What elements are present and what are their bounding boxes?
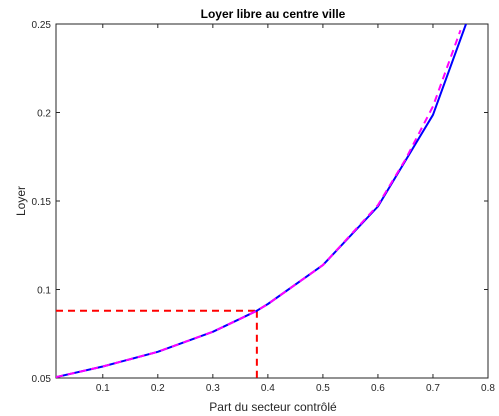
- y-tick-label: 0.15: [32, 197, 52, 208]
- series-line-dashed: [56, 29, 462, 378]
- x-axis-label: Part du secteur contrôlé: [209, 400, 337, 414]
- y-tick-label: 0.1: [37, 286, 51, 297]
- x-tick-label: 0.2: [151, 383, 165, 394]
- x-tick-label: 0.3: [206, 383, 220, 394]
- plot-area: 0.1 0.2 0.3 0.4 0.5 0.6 0.7 0.8 0.05 0.1 0.15 0.2 0.…: [32, 20, 496, 394]
- x-tick-label: 0.1: [96, 383, 110, 394]
- y-tick-label: 0.2: [37, 109, 51, 120]
- y-tick-label: 0.05: [32, 374, 52, 385]
- x-tick-label: 0.6: [371, 383, 385, 394]
- x-tick-label: 0.8: [481, 383, 495, 394]
- x-tick-label: 0.5: [316, 383, 330, 394]
- x-tick-label: 0.4: [261, 383, 275, 394]
- y-tick-label: 0.25: [32, 20, 52, 31]
- x-tick-label: 0.7: [426, 383, 440, 394]
- chart-title: Loyer libre au centre ville: [201, 7, 346, 21]
- y-axis-label: Loyer: [14, 186, 28, 216]
